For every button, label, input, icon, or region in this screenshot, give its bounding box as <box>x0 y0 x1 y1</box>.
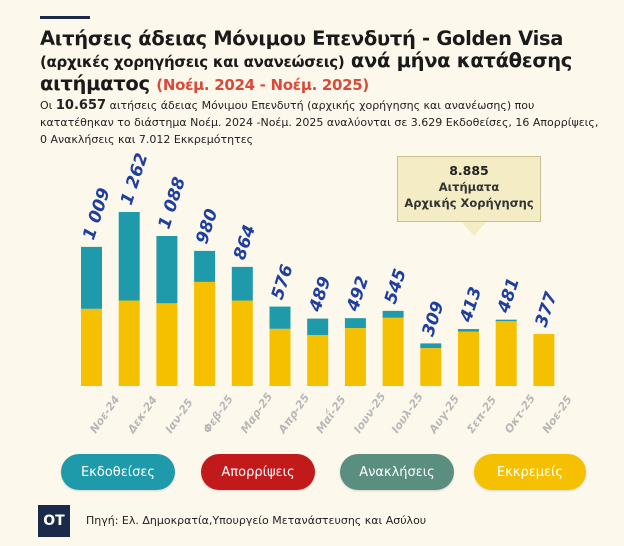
source-note: Πηγή: Ελ. Δημοκρατία,Υπουργείο Μετανάστε… <box>86 514 427 527</box>
month-label: Ιαν-25 <box>163 396 196 436</box>
bar-issued <box>495 319 517 322</box>
month-label: Απρ-25 <box>275 391 312 436</box>
total-label: 1 009 <box>79 185 115 242</box>
title-sub: (αρχικές χορηγήσεις και ανανεώσεις) <box>40 53 345 71</box>
bar-issued <box>420 343 442 349</box>
bar-issued <box>458 329 479 332</box>
bar-pending <box>156 303 178 386</box>
month-label: Σεπ-25 <box>464 393 499 435</box>
total-label: 864 <box>230 222 260 262</box>
bar-issued <box>344 318 366 329</box>
month-label: Μαρ-25 <box>238 390 275 436</box>
month-label: Αυγ-25 <box>426 393 462 437</box>
bar-pending <box>344 328 366 386</box>
total-label: 309 <box>419 299 449 339</box>
legend-item: Εκκρεμείς <box>474 454 586 490</box>
bar-pending <box>495 321 517 386</box>
month-label: Οκτ-25 <box>502 392 538 436</box>
total-label: 413 <box>456 285 486 326</box>
bar-pending <box>81 308 102 386</box>
month-label: Φεβ-25 <box>200 393 236 436</box>
title-line1: Αιτήσεις άδειας Μόνιμου Επενδυτή - Golde… <box>40 27 564 50</box>
total-label: 489 <box>305 274 335 315</box>
legend-item: Απορρίψεις <box>201 454 315 490</box>
description: Οι 10.657 αιτήσεις άδειας Μόνιμου Επενδυ… <box>40 97 600 148</box>
total-label: 1 262 <box>117 151 152 208</box>
month-label: Μαΐ-25 <box>313 392 349 435</box>
bar-issued <box>156 235 178 304</box>
legend-item: Εκδοθείσες <box>61 454 175 490</box>
month-label: Ιουν-25 <box>351 390 388 436</box>
bar-pending <box>307 334 329 386</box>
callout-number: 8.885 <box>449 163 489 178</box>
bar-pending <box>458 331 479 386</box>
total-label: 545 <box>381 266 411 306</box>
bar-pending <box>231 300 253 386</box>
bar-pending <box>420 348 442 386</box>
bar-pending <box>269 328 291 386</box>
description-post: αιτήσεις άδειας Μόνιμου Επενδυτή (αρχική… <box>40 99 599 146</box>
total-label: 377 <box>532 289 562 329</box>
title-line2: ανά μήνα κατάθεσης αιτήματος <box>40 49 573 95</box>
bar-issued <box>307 318 329 335</box>
bar-issued <box>118 212 140 301</box>
bar-issued <box>81 246 102 309</box>
bar-issued <box>269 306 291 329</box>
callout-arrow <box>462 222 486 236</box>
legend-item: Ανακλήσεις <box>340 454 454 490</box>
bar-pending <box>533 334 555 386</box>
total-label: 576 <box>268 262 298 302</box>
title-accent-line <box>40 16 90 19</box>
total-label: 481 <box>494 275 524 316</box>
description-total: 10.657 <box>55 98 107 113</box>
callout-line1: Αιτήματα <box>438 180 500 194</box>
bar-pending <box>194 281 216 386</box>
month-label: Νοε-24 <box>87 393 122 435</box>
callout-line2: Αρχικής Χορήγησης <box>404 196 534 210</box>
chart-title: Αιτήσεις άδειας Μόνιμου Επενδυτή - Golde… <box>40 28 610 96</box>
total-label: 980 <box>192 206 222 246</box>
title-period: (Νοέμ. 2024 - Νοέμ. 2025) <box>156 76 369 94</box>
month-label: Δεκ-24 <box>124 394 160 437</box>
ot-logo: OT <box>38 505 70 537</box>
bar-pending <box>118 300 140 386</box>
total-label: 492 <box>343 274 373 315</box>
month-label: Ιουλ-25 <box>389 390 426 435</box>
month-label: Νοε-25 <box>540 393 575 436</box>
description-pre: Οι <box>40 99 53 112</box>
bar-issued <box>231 266 253 301</box>
total-label: 1 088 <box>155 175 191 232</box>
bar-pending <box>382 317 404 386</box>
initial-grant-callout: 8.885 Αιτήματα Αρχικής Χορήγησης <box>397 156 541 222</box>
bar-issued <box>382 310 404 318</box>
bar-issued <box>194 250 216 282</box>
